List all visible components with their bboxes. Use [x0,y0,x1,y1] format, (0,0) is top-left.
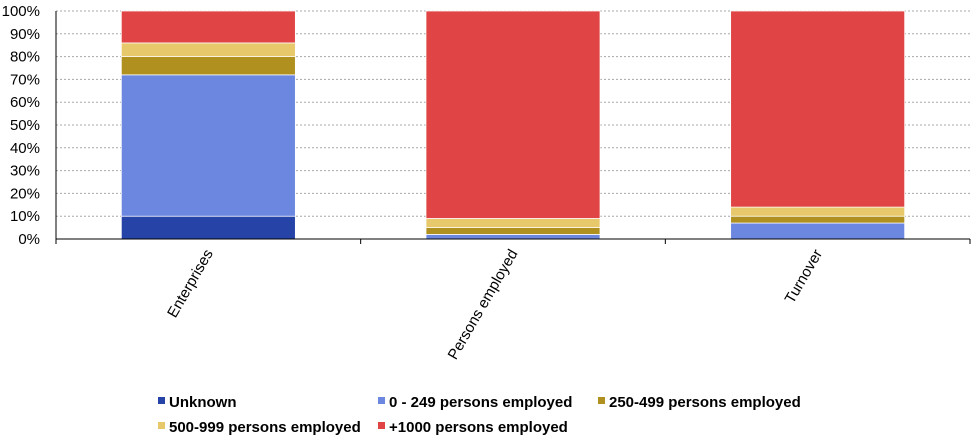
y-tick-label: 60% [10,94,40,111]
legend-label: +1000 persons employed [389,419,568,436]
y-tick-label: 100% [2,3,40,20]
bars [120,10,906,240]
legend-swatch [598,397,605,404]
bar-segment [730,206,906,217]
axes [55,11,971,244]
bar-segment [120,74,296,217]
y-tick-label: 20% [10,185,40,202]
legend-swatch [158,397,165,404]
y-tick-label: 70% [10,71,40,88]
legend-swatch [378,397,385,404]
bar-segment [120,42,296,57]
bar-segment [120,215,296,240]
legend-swatch [378,422,385,429]
legend-swatch [158,422,165,429]
bar-segment [120,10,296,44]
legend-label: 0 - 249 persons employed [389,394,572,411]
bar-segment [425,234,601,240]
y-tick-label: 50% [10,117,40,134]
y-axis-tick-labels: 0% 10% 20% 30% 40% 50% 60% 70% 80% 90% 100% [2,3,40,248]
x-category-label: Turnover [782,246,826,306]
bar-segment [730,215,906,224]
y-tick-label: 40% [10,140,40,157]
legend: Unknown 0 - 249 persons employed 250-499 p… [158,394,801,436]
y-tick-label: 80% [10,49,40,66]
x-category-label: Enterprises [164,246,217,320]
bar-segment [425,218,601,228]
legend-label: 250-499 persons employed [609,394,801,411]
bar-segment [730,10,906,208]
legend-label: Unknown [169,394,237,411]
bar-segment [425,10,601,219]
legend-label: 500-999 persons employed [169,419,361,436]
y-tick-label: 90% [10,26,40,43]
y-tick-label: 30% [10,163,40,180]
y-tick-label: 0% [18,231,40,248]
x-axis-category-labels: Enterprises Persons employed Turnover [164,246,826,362]
bar-segment [425,227,601,235]
bar-segment [120,56,296,76]
x-category-label: Persons employed [445,247,522,363]
y-tick-label: 10% [10,208,40,225]
bar-segment [730,222,906,240]
